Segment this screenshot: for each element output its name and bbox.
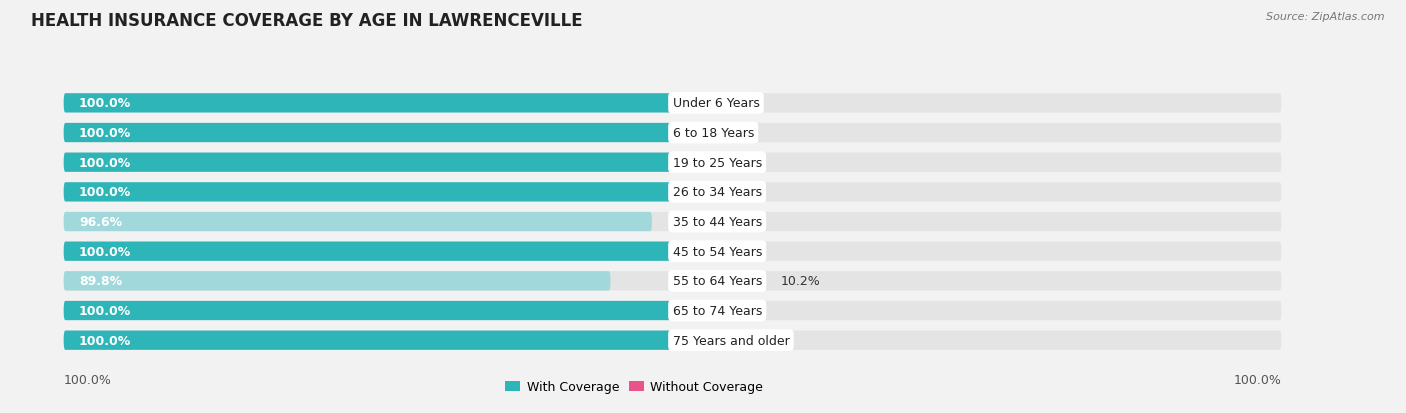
Text: 0.0%: 0.0% <box>688 334 720 347</box>
Text: 96.6%: 96.6% <box>79 216 122 228</box>
Text: 35 to 44 Years: 35 to 44 Years <box>672 216 762 228</box>
Text: 65 to 74 Years: 65 to 74 Years <box>672 304 762 317</box>
Text: 100.0%: 100.0% <box>63 373 111 386</box>
FancyBboxPatch shape <box>63 94 672 113</box>
Text: 19 to 25 Years: 19 to 25 Years <box>672 156 762 169</box>
Text: 55 to 64 Years: 55 to 64 Years <box>672 275 762 288</box>
FancyBboxPatch shape <box>63 153 1281 172</box>
Text: 0.0%: 0.0% <box>688 156 720 169</box>
Text: Source: ZipAtlas.com: Source: ZipAtlas.com <box>1267 12 1385 22</box>
FancyBboxPatch shape <box>63 331 1281 350</box>
Text: 0.0%: 0.0% <box>688 127 720 140</box>
Text: 100.0%: 100.0% <box>79 334 131 347</box>
FancyBboxPatch shape <box>63 94 1281 113</box>
Text: 75 Years and older: 75 Years and older <box>672 334 789 347</box>
FancyBboxPatch shape <box>63 301 1281 320</box>
FancyBboxPatch shape <box>63 123 1281 143</box>
Text: 6 to 18 Years: 6 to 18 Years <box>672 127 754 140</box>
FancyBboxPatch shape <box>63 123 672 143</box>
Text: HEALTH INSURANCE COVERAGE BY AGE IN LAWRENCEVILLE: HEALTH INSURANCE COVERAGE BY AGE IN LAWR… <box>31 12 582 30</box>
Text: 0.0%: 0.0% <box>688 245 720 258</box>
Text: 89.8%: 89.8% <box>79 275 122 288</box>
Text: 100.0%: 100.0% <box>79 304 131 317</box>
Text: 0.0%: 0.0% <box>688 186 720 199</box>
Text: 100.0%: 100.0% <box>79 245 131 258</box>
Text: 0.0%: 0.0% <box>688 304 720 317</box>
FancyBboxPatch shape <box>63 242 1281 261</box>
FancyBboxPatch shape <box>63 272 1281 291</box>
Text: 3.4%: 3.4% <box>718 216 751 228</box>
FancyBboxPatch shape <box>63 212 1281 232</box>
Text: 100.0%: 100.0% <box>1233 373 1281 386</box>
FancyBboxPatch shape <box>672 272 766 291</box>
Text: Under 6 Years: Under 6 Years <box>672 97 759 110</box>
Text: 100.0%: 100.0% <box>79 97 131 110</box>
FancyBboxPatch shape <box>63 272 610 291</box>
Text: 45 to 54 Years: 45 to 54 Years <box>672 245 762 258</box>
FancyBboxPatch shape <box>63 183 1281 202</box>
Text: 100.0%: 100.0% <box>79 186 131 199</box>
FancyBboxPatch shape <box>672 212 703 232</box>
Legend: With Coverage, Without Coverage: With Coverage, Without Coverage <box>501 375 768 399</box>
Text: 100.0%: 100.0% <box>79 156 131 169</box>
FancyBboxPatch shape <box>63 242 672 261</box>
Text: 26 to 34 Years: 26 to 34 Years <box>672 186 762 199</box>
Text: 100.0%: 100.0% <box>79 127 131 140</box>
FancyBboxPatch shape <box>63 212 652 232</box>
FancyBboxPatch shape <box>63 183 672 202</box>
Text: 0.0%: 0.0% <box>688 97 720 110</box>
FancyBboxPatch shape <box>63 153 672 172</box>
FancyBboxPatch shape <box>63 301 672 320</box>
Text: 10.2%: 10.2% <box>780 275 821 288</box>
FancyBboxPatch shape <box>63 331 672 350</box>
